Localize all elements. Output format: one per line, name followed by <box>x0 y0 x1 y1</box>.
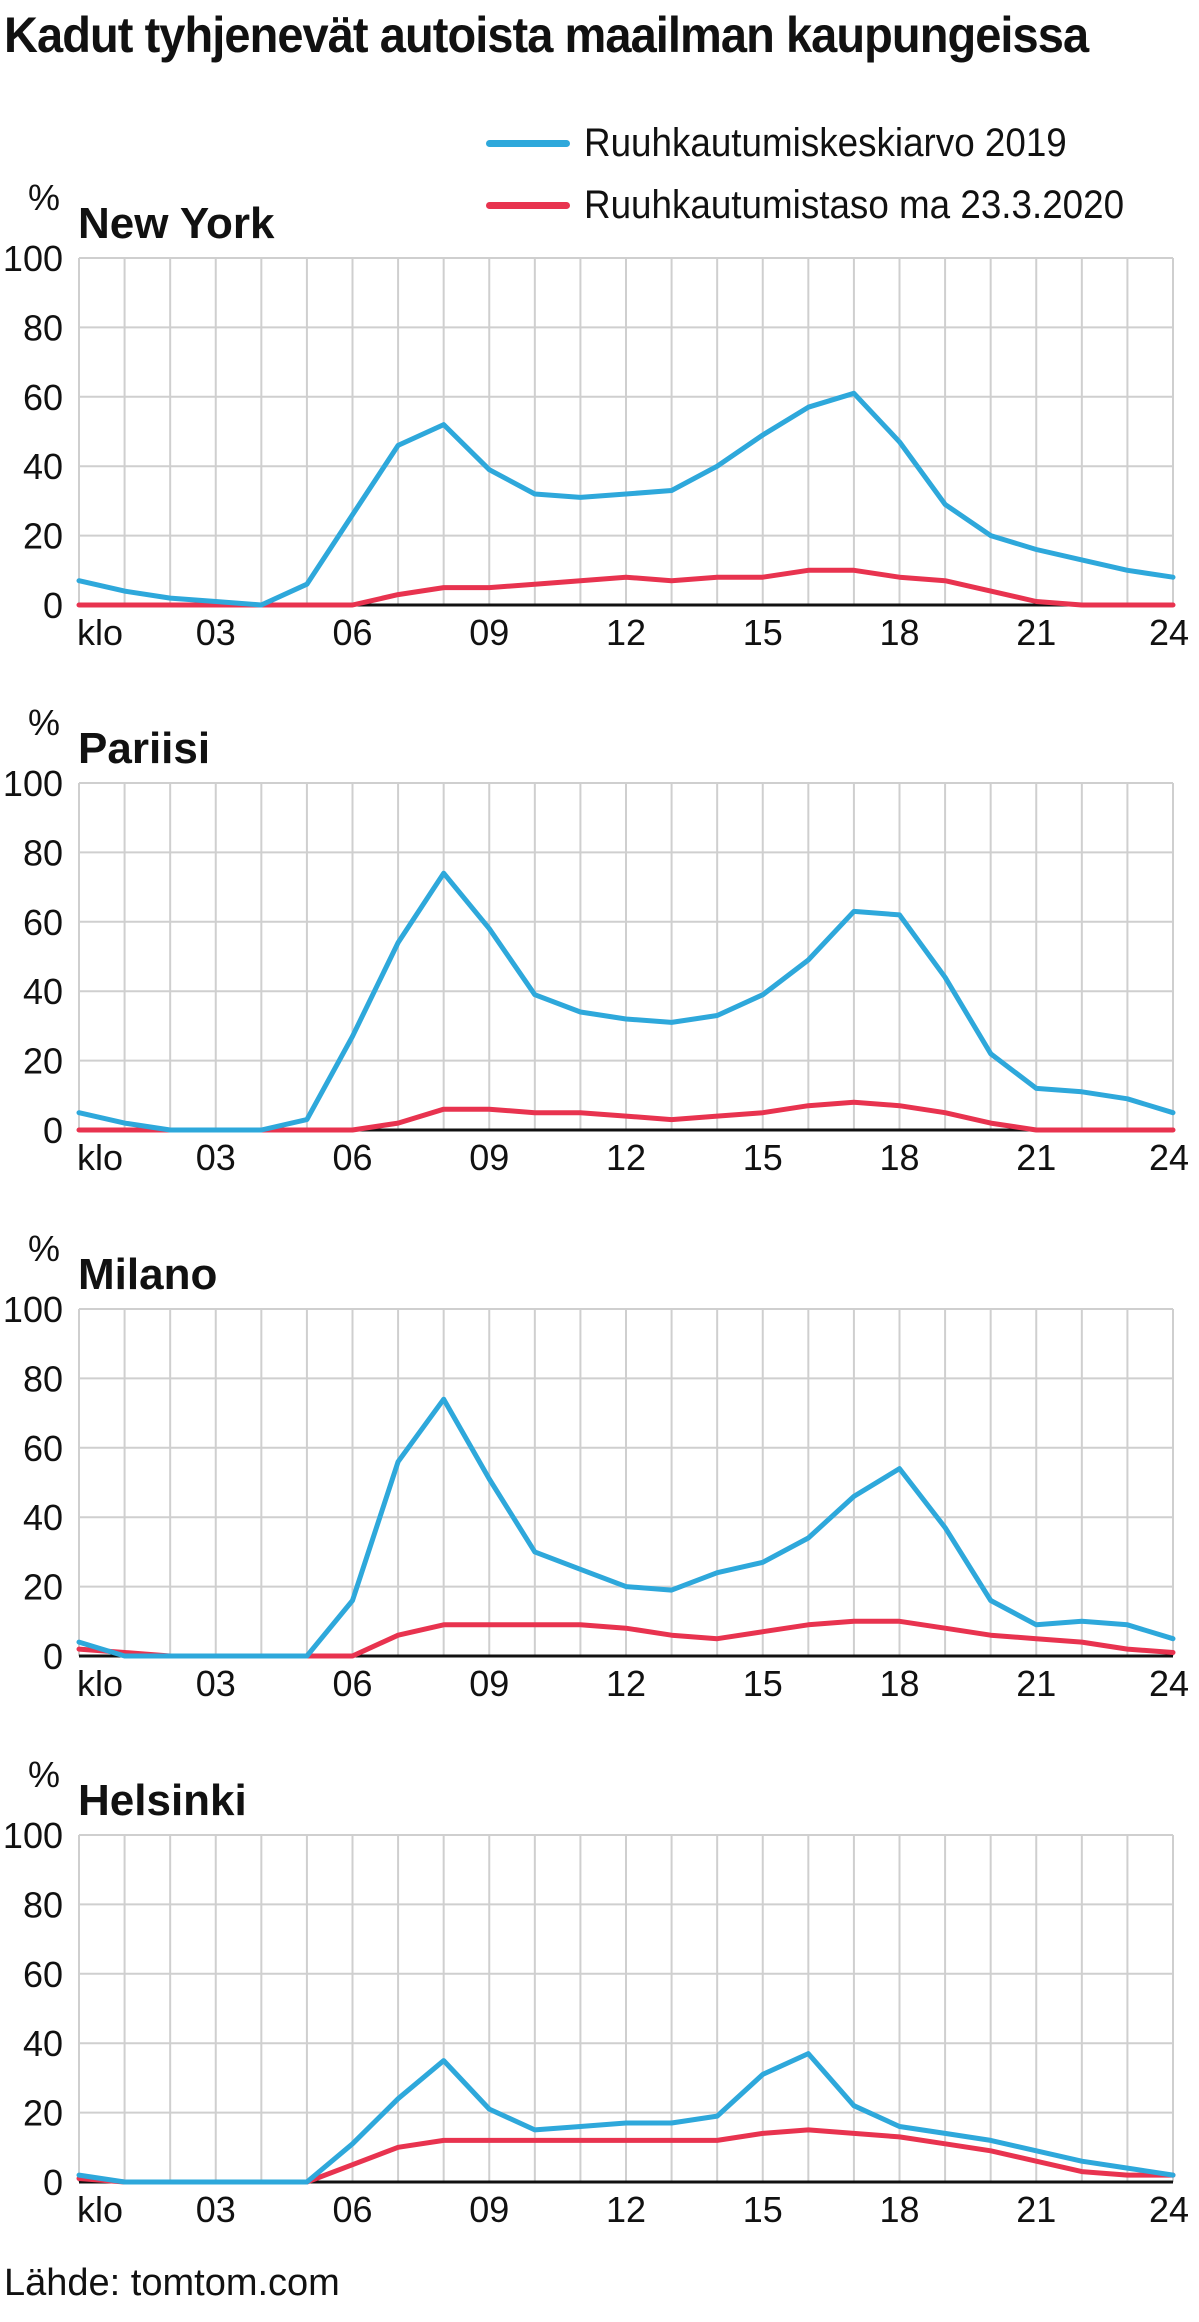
series-line-average-2019 <box>76 870 1176 1133</box>
y-axis-unit-label: % <box>28 1228 60 1269</box>
y-tick-label: 60 <box>23 1954 63 1995</box>
panel-title: Milano <box>78 1250 217 1299</box>
y-tick-label: 80 <box>23 1358 63 1399</box>
y-tick-label: 60 <box>23 377 63 418</box>
x-tick-label: 09 <box>469 612 509 653</box>
x-tick-label: 03 <box>196 1663 236 1704</box>
x-tick-label: 15 <box>743 1137 783 1178</box>
x-tick-label: 06 <box>332 1137 372 1178</box>
y-tick-label: 100 <box>3 1815 63 1856</box>
x-tick-label: 18 <box>879 1663 919 1704</box>
chart-title: Kadut tyhjenevät autoista maailman kaupu… <box>4 7 1089 63</box>
x-tick-label: 06 <box>332 612 372 653</box>
legend-label-average-2019: Ruuhkautumiskeskiarvo 2019 <box>584 120 1067 165</box>
x-tick-label: 24 <box>1149 612 1189 653</box>
x-tick-label: 18 <box>879 2189 919 2230</box>
x-tick-label: 12 <box>606 2189 646 2230</box>
y-tick-label: 80 <box>23 1884 63 1925</box>
x-tick-label: 03 <box>196 2189 236 2230</box>
x-tick-label: 03 <box>196 1137 236 1178</box>
x-tick-label: klo <box>77 1137 123 1178</box>
x-tick-label: 24 <box>1149 2189 1189 2230</box>
legend-item-average-2019: Ruuhkautumiskeskiarvo 2019 <box>486 112 1171 174</box>
y-tick-label: 80 <box>23 307 63 348</box>
series-line-average-2019 <box>76 390 1176 608</box>
y-axis-unit-label: % <box>28 177 60 218</box>
x-tick-label: 21 <box>1016 612 1056 653</box>
x-tick-label: 12 <box>606 1137 646 1178</box>
legend: Ruuhkautumiskeskiarvo 2019 Ruuhkautumist… <box>486 112 1171 236</box>
y-tick-label: 60 <box>23 1428 63 1469</box>
x-tick-label: 18 <box>879 1137 919 1178</box>
x-tick-label: 09 <box>469 2189 509 2230</box>
x-tick-label: 21 <box>1016 1137 1056 1178</box>
legend-swatch-average-2019 <box>486 139 570 147</box>
y-tick-label: 0 <box>43 1636 63 1677</box>
y-tick-label: 60 <box>23 902 63 943</box>
y-tick-label: 40 <box>23 446 63 487</box>
y-tick-label: 20 <box>23 2093 63 2134</box>
series-line-average-2019 <box>76 2051 1176 2185</box>
y-tick-label: 100 <box>3 238 63 279</box>
legend-label-level-2020: Ruuhkautumistaso ma 23.3.2020 <box>584 182 1125 227</box>
x-tick-label: 24 <box>1149 1663 1189 1704</box>
x-tick-label: 12 <box>606 1663 646 1704</box>
x-tick-label: 09 <box>469 1663 509 1704</box>
chart-2: 0 20 40 60 80 100 klo 03 06 09 12 15 18 21 24% Milano <box>3 1228 1189 1704</box>
y-tick-label: 0 <box>43 585 63 626</box>
x-tick-label: 12 <box>606 612 646 653</box>
x-tick-label: 15 <box>743 612 783 653</box>
x-tick-label: 03 <box>196 612 236 653</box>
x-tick-label: 06 <box>332 1663 372 1704</box>
y-tick-label: 80 <box>23 832 63 873</box>
y-tick-label: 40 <box>23 1497 63 1538</box>
x-tick-label: 06 <box>332 2189 372 2230</box>
x-tick-label: 24 <box>1149 1137 1189 1178</box>
x-tick-label: klo <box>77 2189 123 2230</box>
chart-1: 0 20 40 60 80 100 klo 03 06 09 12 15 18 21 24% Pariisi <box>3 702 1189 1178</box>
x-tick-label: klo <box>77 1663 123 1704</box>
y-tick-label: 20 <box>23 1567 63 1608</box>
y-tick-label: 20 <box>23 1041 63 1082</box>
panel-title: Pariisi <box>78 724 210 773</box>
x-tick-label: 21 <box>1016 2189 1056 2230</box>
y-tick-label: 40 <box>23 2023 63 2064</box>
x-tick-label: 09 <box>469 1137 509 1178</box>
chart-3: 0 20 40 60 80 100 klo 03 06 09 12 15 18 21 24% Helsinki <box>3 1754 1189 2230</box>
y-tick-label: 0 <box>43 1110 63 1151</box>
legend-swatch-level-2020 <box>486 201 570 209</box>
y-tick-label: 0 <box>43 2162 63 2203</box>
y-axis-unit-label: % <box>28 702 60 743</box>
legend-item-level-2020: Ruuhkautumistaso ma 23.3.2020 <box>486 174 1171 236</box>
panel-title: Helsinki <box>78 1776 247 1825</box>
y-tick-label: 20 <box>23 516 63 557</box>
y-axis-unit-label: % <box>28 1754 60 1795</box>
source-note: Lähde: tomtom.com <box>4 2262 340 2304</box>
x-tick-label: 15 <box>743 1663 783 1704</box>
y-tick-label: 40 <box>23 971 63 1012</box>
y-tick-label: 100 <box>3 1289 63 1330</box>
chart-0: 0 20 40 60 80 100 klo 03 06 09 12 15 18 21 24% New York <box>3 177 1189 653</box>
x-tick-label: klo <box>77 612 123 653</box>
y-tick-label: 100 <box>3 763 63 804</box>
series-line-average-2019 <box>76 1396 1176 1659</box>
panel-title: New York <box>78 199 275 248</box>
x-tick-label: 18 <box>879 612 919 653</box>
x-tick-label: 21 <box>1016 1663 1056 1704</box>
x-tick-label: 15 <box>743 2189 783 2230</box>
